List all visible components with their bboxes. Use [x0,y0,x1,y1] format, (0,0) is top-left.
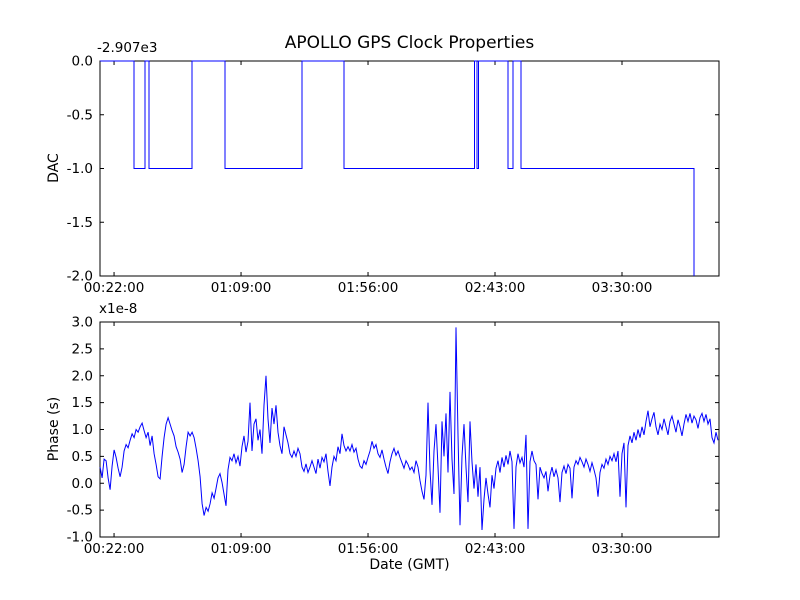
dac-steps-line [100,60,695,276]
phase-y-tick-label: 3.0 [72,315,93,331]
phase-y-tick-label: 1.5 [72,395,93,411]
dac-y-tick-label: -1.0 [67,161,93,177]
dac-x-tick-label: 03:30:00 [592,280,653,296]
phase-y-tick-label: 2.5 [72,341,93,357]
dac-y-tick-label: -2.0 [67,269,93,285]
phase-axis-label: Phase (s) [46,396,62,462]
phase-axes: 00:22:00 01:09:00 01:56:00 02:43:00 03:30:00… [67,315,720,557]
figure-title: APOLLO GPS Clock Properties [284,33,535,53]
phase-plot-area [99,321,720,538]
phase-trace-line [99,327,719,531]
dac-axis-offset-label: -2.907e3 [97,40,158,56]
dac-y-tick-label: -1.5 [67,215,93,231]
phase-axis-multiplier-label: x1e-8 [99,301,138,317]
phase-y-tick-label: -0.5 [67,503,93,519]
phase-y-tick-label: 1.0 [72,422,93,438]
phase-x-tick-label: 01:09:00 [211,541,272,557]
dac-y-tick-label: 0.0 [72,54,93,70]
phase-x-tick-label: 02:43:00 [465,541,526,557]
dac-x-tick-label: 00:22:00 [84,280,145,296]
dac-axis-label: DAC [46,153,62,183]
phase-x-tick-label: 00:22:00 [84,541,145,557]
dac-y-tick-label: -0.5 [67,107,93,123]
phase-y-tick-label: 0.0 [72,476,93,492]
phase-y-tick-label: 0.5 [72,449,93,465]
dac-x-tick-label: 01:56:00 [338,280,399,296]
phase-x-tick-label: 03:30:00 [592,541,653,557]
phase-y-tick-label: -1.0 [67,530,93,546]
phase-y-tick-label: 2.0 [72,368,93,384]
dac-x-tick-label: 02:43:00 [465,280,526,296]
phase-x-tick-label: 01:56:00 [338,541,399,557]
dac-axes: 00:22:00 01:09:00 01:56:00 02:43:00 03:30:00… [67,54,720,296]
x-axis-label: Date (GMT) [369,557,450,573]
dac-x-tick-label: 01:09:00 [211,280,272,296]
